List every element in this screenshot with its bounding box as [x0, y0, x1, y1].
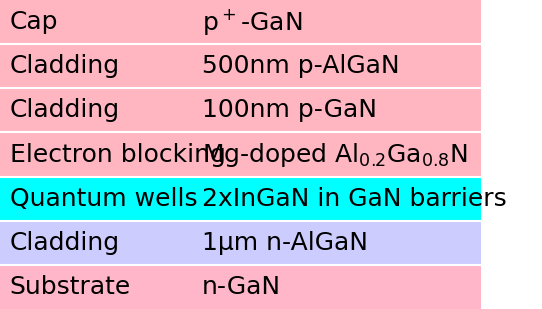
- Text: Cap: Cap: [10, 10, 58, 34]
- Text: p$^+$-GaN: p$^+$-GaN: [202, 7, 302, 37]
- Text: 2xInGaN in GaN barriers: 2xInGaN in GaN barriers: [202, 187, 507, 211]
- Text: 500nm p-AlGaN: 500nm p-AlGaN: [202, 54, 399, 78]
- FancyBboxPatch shape: [0, 133, 481, 176]
- Text: n-GaN: n-GaN: [202, 275, 281, 299]
- Text: Cladding: Cladding: [10, 231, 120, 255]
- FancyBboxPatch shape: [0, 88, 481, 133]
- FancyBboxPatch shape: [0, 44, 481, 88]
- Text: Substrate: Substrate: [10, 275, 131, 299]
- FancyBboxPatch shape: [0, 176, 481, 221]
- Text: 1μm n-AlGaN: 1μm n-AlGaN: [202, 231, 368, 255]
- Text: Mg-doped Al$_{0.2}$Ga$_{0.8}$N: Mg-doped Al$_{0.2}$Ga$_{0.8}$N: [202, 141, 468, 168]
- Text: Cladding: Cladding: [10, 98, 120, 122]
- FancyBboxPatch shape: [0, 0, 481, 44]
- Text: 100nm p-GaN: 100nm p-GaN: [202, 98, 377, 122]
- FancyBboxPatch shape: [0, 265, 481, 309]
- Text: Cladding: Cladding: [10, 54, 120, 78]
- Text: Electron blocking: Electron blocking: [10, 142, 225, 167]
- FancyBboxPatch shape: [0, 221, 481, 265]
- Text: Quantum wells: Quantum wells: [10, 187, 197, 211]
